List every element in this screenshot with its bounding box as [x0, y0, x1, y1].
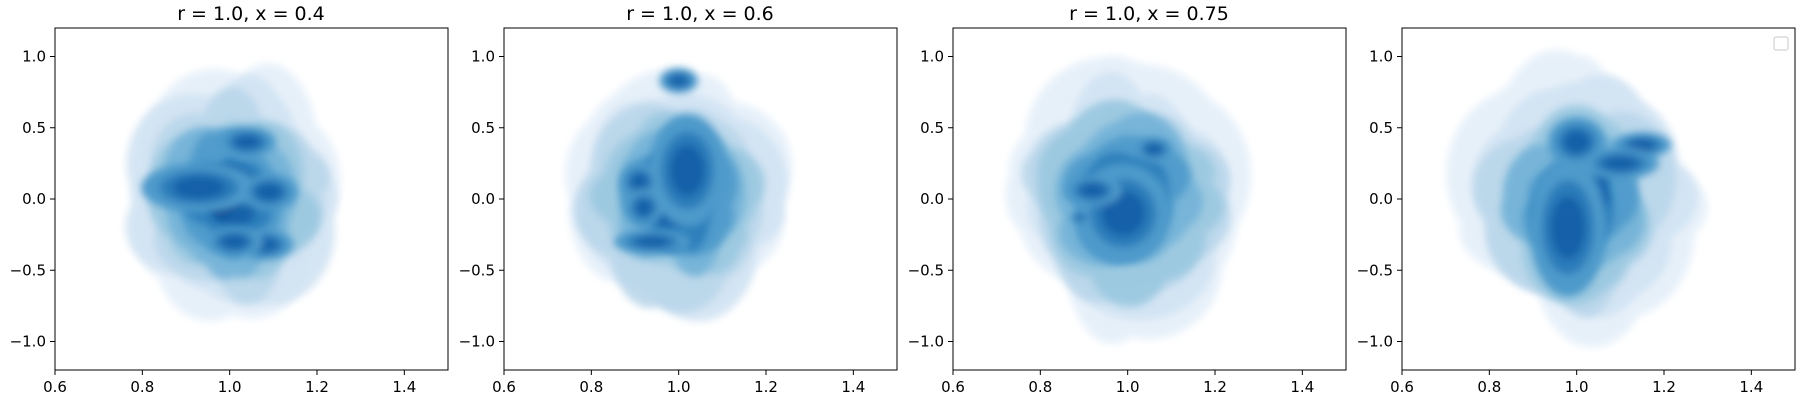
density-peak — [635, 236, 670, 248]
density-peak — [255, 183, 283, 201]
density-peaks — [1529, 116, 1671, 297]
x-tick-label: 1.4 — [1290, 378, 1314, 396]
y-tick-label: −1.0 — [1357, 333, 1393, 351]
y-tick-label: 1.0 — [22, 48, 46, 66]
y-tick-label: 0.0 — [1369, 190, 1393, 208]
y-tick-label: 0.0 — [471, 190, 495, 208]
panel-4-x-axis: 0.6 0.8 1.0 1.2 1.4 — [1390, 370, 1763, 396]
y-tick-label: 0.0 — [920, 190, 944, 208]
panel-4: 0.6 0.8 1.0 1.2 1.4 −1.0 −0.5 0.0 0.5 1.0 — [1357, 27, 1796, 396]
density-peak — [630, 173, 649, 191]
panel-2: r = 1.0, x = 0.6 0.6 0.8 1.0 1.2 1.4 −1.0 −0.… — [459, 3, 898, 396]
density-peaks — [141, 126, 298, 261]
x-tick-label: 1.0 — [1116, 378, 1140, 396]
panel-1: r = 1.0, x = 0.4 0.6 0.8 1.0 1.2 1.4 −1.0 −0.… — [10, 3, 449, 396]
legend-box — [1773, 36, 1789, 51]
x-tick-label: 0.6 — [43, 378, 67, 396]
density-peak — [1563, 130, 1590, 154]
panel-3-y-axis: −1.0 −0.5 0.0 0.5 1.0 — [908, 48, 953, 351]
density-peak — [669, 75, 688, 87]
x-tick-label: 0.8 — [579, 378, 603, 396]
x-tick-label: 1.2 — [305, 378, 329, 396]
y-tick-label: 0.5 — [471, 119, 495, 137]
y-tick-label: −0.5 — [459, 261, 495, 279]
x-tick-label: 1.2 — [754, 378, 778, 396]
density-peak — [635, 199, 653, 217]
x-tick-label: 0.8 — [1028, 378, 1052, 396]
panel-2-x-axis: 0.6 0.8 1.0 1.2 1.4 — [492, 370, 865, 396]
x-tick-label: 1.2 — [1203, 378, 1227, 396]
density-peak — [1629, 139, 1656, 151]
panel-2-density — [504, 28, 897, 370]
panel-4-y-axis: −1.0 −0.5 0.0 0.5 1.0 — [1357, 48, 1402, 351]
density-peak — [1145, 143, 1163, 155]
y-tick-label: −0.5 — [1357, 261, 1393, 279]
panel-3-title: r = 1.0, x = 0.75 — [1069, 3, 1229, 25]
x-tick-label: 0.8 — [130, 378, 154, 396]
y-tick-label: 0.5 — [920, 119, 944, 137]
y-tick-label: −1.0 — [459, 333, 495, 351]
panel-3: r = 1.0, x = 0.75 0.6 0.8 1.0 1.2 1.4 −1.0 −0… — [908, 3, 1347, 396]
y-tick-label: −0.5 — [908, 261, 944, 279]
x-tick-label: 0.6 — [1390, 378, 1414, 396]
density-peak — [1075, 214, 1084, 221]
panel-2-title: r = 1.0, x = 0.6 — [626, 3, 774, 25]
density-peaks — [1063, 136, 1174, 264]
x-tick-label: 1.0 — [1565, 378, 1589, 396]
panel-1-density — [55, 28, 448, 370]
y-tick-label: −0.5 — [10, 261, 46, 279]
density-peak — [1602, 156, 1638, 171]
density-peak — [220, 234, 248, 249]
panel-1-title: r = 1.0, x = 0.4 — [177, 3, 325, 25]
density-peak — [1550, 196, 1586, 259]
y-tick-label: 1.0 — [471, 48, 495, 66]
density-peak — [1079, 183, 1106, 198]
x-tick-label: 1.4 — [841, 378, 865, 396]
y-tick-label: 0.0 — [22, 190, 46, 208]
x-tick-label: 0.8 — [1477, 378, 1501, 396]
panel-1-x-axis: 0.6 0.8 1.0 1.2 1.4 — [43, 370, 416, 396]
density-peaks — [614, 68, 726, 255]
x-tick-label: 0.6 — [941, 378, 965, 396]
x-tick-label: 1.0 — [218, 378, 242, 396]
panel-4-density — [1402, 28, 1795, 370]
y-tick-label: 1.0 — [920, 48, 944, 66]
y-tick-label: −1.0 — [10, 333, 46, 351]
x-tick-label: 0.6 — [492, 378, 516, 396]
x-tick-label: 1.4 — [392, 378, 416, 396]
density-peak — [172, 176, 226, 200]
density-peak — [234, 134, 261, 150]
x-tick-label: 1.0 — [667, 378, 691, 396]
y-tick-label: 0.5 — [22, 119, 46, 137]
x-tick-label: 1.2 — [1652, 378, 1676, 396]
y-tick-label: 1.0 — [1369, 48, 1393, 66]
panel-2-y-axis: −1.0 −0.5 0.0 0.5 1.0 — [459, 48, 504, 351]
panel-3-x-axis: 0.6 0.8 1.0 1.2 1.4 — [941, 370, 1314, 396]
y-tick-label: −1.0 — [908, 333, 944, 351]
y-tick-label: 0.5 — [1369, 119, 1393, 137]
panel-1-y-axis: −1.0 −0.5 0.0 0.5 1.0 — [10, 48, 55, 351]
density-peak — [669, 144, 705, 197]
panel-3-density — [953, 28, 1346, 370]
x-tick-label: 1.4 — [1739, 378, 1763, 396]
